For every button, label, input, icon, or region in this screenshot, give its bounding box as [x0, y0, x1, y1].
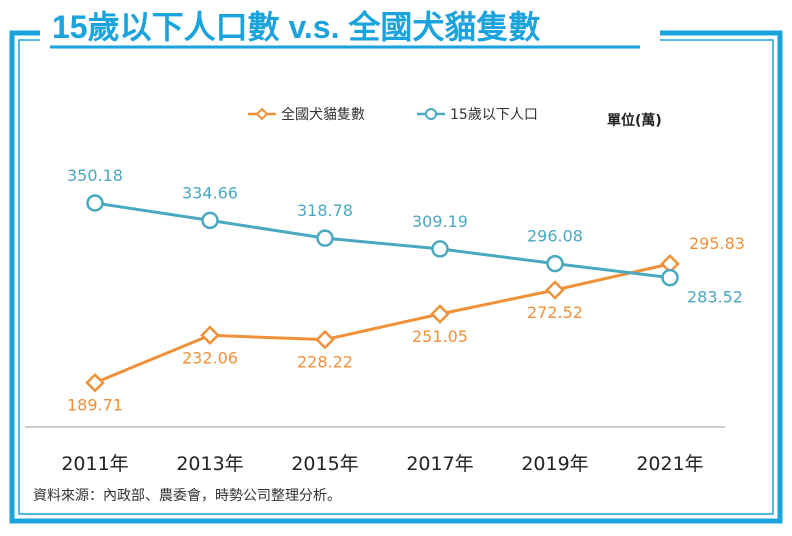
x-tick-label: 2015年: [291, 453, 358, 475]
x-axis-ticks: 2011年 2013年 2015年 2017年 2019年 2021年: [61, 453, 703, 475]
data-label: 334.66: [182, 183, 238, 202]
circle-marker-icon: [425, 108, 437, 120]
data-point: [200, 325, 220, 346]
series-pets: 189.71 232.06 228.22 251.05 272.52 295.83: [67, 234, 745, 415]
diamond-marker-icon: [255, 107, 269, 121]
data-label: 232.06: [182, 348, 238, 367]
data-point: [316, 229, 334, 247]
x-tick-label: 2013年: [176, 453, 243, 475]
legend-label: 全國犬貓隻數: [281, 106, 365, 123]
chart-title: 15歲以下人口數 v.s. 全國犬貓隻數: [52, 9, 540, 45]
x-tick-label: 2011年: [61, 453, 128, 475]
data-label: 189.71: [67, 396, 123, 415]
data-point: [546, 254, 564, 273]
data-label: 283.52: [687, 288, 743, 307]
series-line: [94, 262, 671, 385]
unit-label: 單位(萬): [607, 112, 662, 129]
data-point: [201, 211, 219, 230]
x-tick-label: 2021年: [636, 453, 703, 475]
data-label: 296.08: [527, 227, 583, 246]
data-label: 251.05: [412, 327, 468, 346]
legend-label: 15歲以下人口: [450, 107, 538, 123]
data-point: [86, 194, 104, 212]
series-line: [94, 201, 671, 280]
frame: [9, 30, 783, 524]
data-label: 318.78: [297, 201, 353, 220]
series-children: 350.18 334.66 318.78 309.19 296.08 283.52: [67, 166, 743, 307]
x-tick-label: 2019年: [521, 453, 588, 475]
x-tick-label: 2017年: [406, 453, 473, 475]
legend: 全國犬貓隻數 15歲以下人口: [248, 106, 538, 123]
data-label: 309.19: [412, 212, 468, 231]
data-label: 272.52: [527, 303, 583, 322]
data-label: 228.22: [297, 353, 353, 372]
data-point: [545, 280, 565, 300]
data-point: [431, 240, 449, 258]
legend-item: 全國犬貓隻數: [248, 106, 365, 123]
data-point: [430, 304, 450, 324]
legend-item: 15歲以下人口: [417, 107, 538, 123]
source-note: 資料來源：內政部、農委會，時勢公司整理分析。: [33, 488, 341, 504]
data-label: 350.18: [67, 166, 123, 185]
data-point: [315, 329, 335, 350]
data-point: [85, 372, 105, 393]
data-point: [661, 268, 679, 287]
data-label: 295.83: [689, 234, 745, 253]
